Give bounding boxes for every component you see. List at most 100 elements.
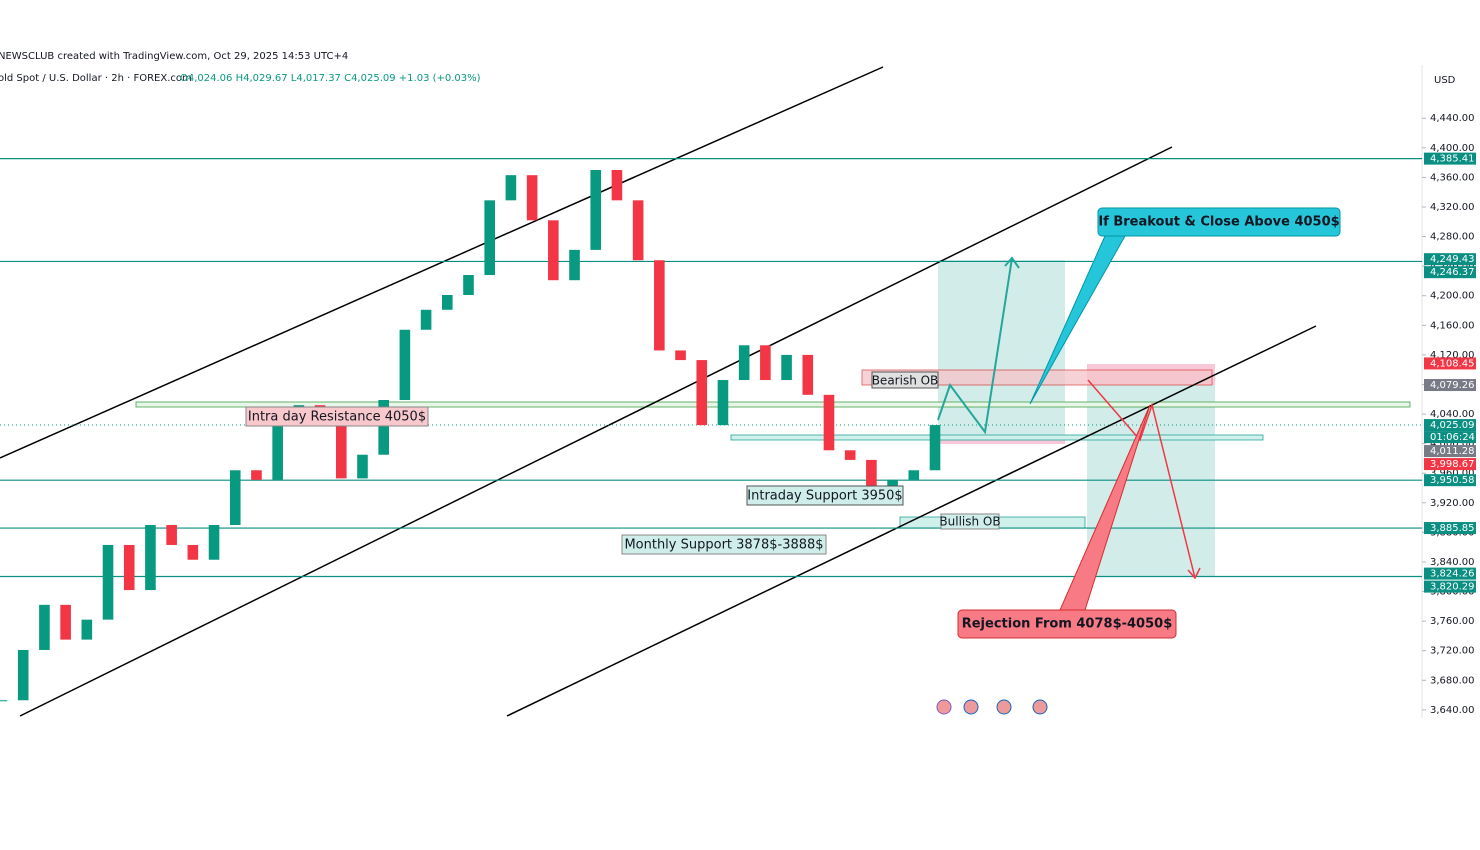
- candle-body: [738, 345, 750, 381]
- annotations: If Breakout & Close Above 4050$ Rejectio…: [245, 207, 1341, 715]
- candle-body: [654, 260, 665, 351]
- label-text: Bullish OB: [939, 515, 1000, 529]
- candle-body: [39, 604, 50, 650]
- arrow-head: [1004, 256, 1020, 269]
- support-zone: [730, 434, 1264, 441]
- candle-body: [441, 294, 453, 310]
- candle-body: [569, 249, 580, 281]
- candle-body: [802, 354, 814, 395]
- level-badge: [1424, 567, 1476, 580]
- y-tick-label: 4,160.00: [1430, 320, 1475, 331]
- candle-body: [675, 350, 686, 361]
- candle-body: [229, 470, 241, 525]
- currency: USD: [1434, 75, 1456, 86]
- callout-text: If Breakout & Close Above 4050$: [1098, 215, 1339, 230]
- candle-body: [463, 275, 474, 295]
- candle-body: [717, 380, 729, 426]
- label-box: [871, 371, 939, 389]
- candle-body: [399, 329, 411, 401]
- event-icon[interactable]: [963, 699, 979, 715]
- label-text: Intra day Resistance 4050$: [248, 410, 426, 425]
- y-tick-label: 4,320.00: [1430, 202, 1475, 213]
- level-label: 4,246.37: [1430, 267, 1475, 278]
- candle-body: [611, 170, 623, 201]
- y-tick-label: 4,040.00: [1430, 409, 1475, 420]
- event-icon[interactable]: [996, 699, 1012, 715]
- candle-body: [60, 604, 71, 640]
- resistance-zone: [135, 401, 1411, 408]
- price-scale: 3,640.003,680.003,720.003,760.003,800.00…: [1422, 113, 1476, 716]
- level-badge: [1424, 379, 1476, 392]
- callout-box: [957, 609, 1177, 639]
- label-text: Intraday Support 3950$: [747, 489, 902, 504]
- candle-body: [166, 524, 177, 545]
- label-box: [245, 406, 429, 427]
- label-box: [746, 485, 904, 506]
- bull-path: [937, 257, 1013, 435]
- level-label: 3,998.67: [1430, 459, 1475, 470]
- candle-body: [272, 419, 283, 480]
- y-tick-label: 4,400.00: [1430, 143, 1475, 154]
- level-badge: [1424, 445, 1476, 458]
- candle-body: [0, 700, 8, 702]
- countdown: 01:06:24: [1430, 432, 1475, 443]
- y-tick-label: 3,920.00: [1430, 498, 1475, 509]
- level-label: 4,385.41: [1430, 154, 1475, 165]
- candle-body: [526, 175, 538, 221]
- candle-body: [335, 419, 347, 479]
- channel-line: [0, 66, 884, 459]
- y-tick-label: 3,640.00: [1430, 705, 1475, 716]
- candle-body: [187, 544, 199, 560]
- event-icon[interactable]: [936, 699, 952, 715]
- candle-body: [251, 470, 262, 480]
- candle-body: [420, 309, 432, 330]
- candle-body: [548, 220, 559, 281]
- level-badge: [1424, 419, 1476, 432]
- level-label: 3,820.29: [1430, 582, 1475, 593]
- channel-line: [506, 325, 1317, 717]
- label-text: Bearish OB: [872, 374, 939, 388]
- stop-zone: [938, 438, 1065, 444]
- label-box: [621, 534, 827, 555]
- y-tick-label: 4,120.00: [1430, 350, 1475, 361]
- y-tick-label: 4,200.00: [1430, 291, 1475, 302]
- symbol: old Spot / U.S. Dollar · 2h · FOREX.com: [0, 73, 192, 84]
- y-tick-label: 3,760.00: [1430, 616, 1475, 627]
- countdown-badge: [1424, 431, 1476, 444]
- level-badge: [1424, 357, 1476, 370]
- event-icon[interactable]: [1032, 699, 1048, 715]
- level-label: 4,025.09: [1430, 420, 1475, 431]
- candle-body: [208, 524, 220, 560]
- level-label: 4,108.45: [1430, 358, 1475, 369]
- level-badge: [1424, 522, 1476, 535]
- target-zone: [1087, 385, 1215, 577]
- y-tick-label: 4,440.00: [1430, 113, 1475, 124]
- arrow-head: [1187, 567, 1201, 580]
- y-tick-label: 3,680.00: [1430, 675, 1475, 686]
- candle-body: [866, 459, 877, 500]
- candle-body: [760, 345, 771, 381]
- candle-body: [81, 619, 93, 640]
- y-tick-label: 4,000.00: [1430, 439, 1475, 450]
- y-tick-label: 3,960.00: [1430, 468, 1475, 479]
- candle-body: [781, 354, 792, 381]
- y-tick-label: 4,360.00: [1430, 172, 1475, 183]
- ohlc: O4,024.06 H4,029.67 L4,017.37 C4,025.09 …: [180, 73, 481, 84]
- candle-body: [378, 400, 389, 455]
- y-tick-label: 3,840.00: [1430, 557, 1475, 568]
- label-text: Monthly Support 3878$-3888$: [624, 538, 823, 553]
- candle-body: [908, 470, 920, 480]
- candle-body: [505, 175, 517, 201]
- candle-body: [696, 360, 708, 426]
- candle-body: [357, 454, 368, 479]
- drawings: [0, 66, 1422, 717]
- label-box: [940, 513, 1000, 530]
- level-label: 3,824.26: [1430, 569, 1475, 580]
- candle-body: [929, 425, 941, 471]
- level-badge: [1424, 152, 1476, 165]
- candle-body: [102, 544, 114, 620]
- level-label: 3,885.85: [1430, 523, 1475, 534]
- target-zone: [938, 260, 1065, 440]
- bearish-ob-zone: [861, 369, 1213, 386]
- channel-line: [19, 146, 1173, 717]
